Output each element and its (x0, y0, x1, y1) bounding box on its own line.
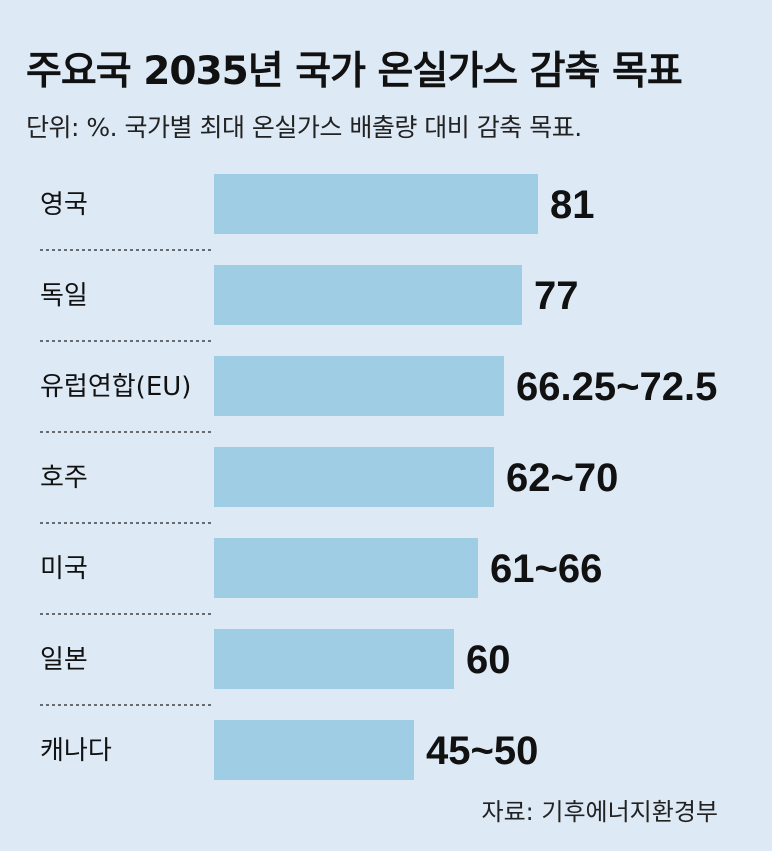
value-label: 66.25~72.5 (516, 365, 717, 409)
category-label: 캐나다 (40, 736, 112, 766)
bar (214, 447, 494, 507)
value-label: 62~70 (506, 456, 618, 500)
bar (214, 265, 522, 325)
chart-title: 주요국 2035년 국가 온실가스 감축 목표 (26, 49, 683, 94)
value-label: 77 (534, 274, 579, 318)
category-label: 미국 (40, 554, 88, 584)
value-label: 81 (550, 183, 595, 227)
value-label: 61~66 (490, 547, 602, 591)
bar (214, 356, 504, 416)
value-label: 45~50 (426, 729, 538, 773)
category-label: 유럽연합(EU) (40, 372, 191, 402)
category-label: 독일 (40, 281, 88, 311)
bar (214, 174, 538, 234)
chart-subtitle: 단위: %. 국가별 최대 온실가스 배출량 대비 감축 목표. (26, 113, 582, 142)
value-label: 60 (466, 638, 511, 682)
bar (214, 629, 454, 689)
bar (214, 720, 414, 780)
category-label: 일본 (40, 645, 88, 675)
source-note: 자료: 기후에너지환경부 (481, 798, 718, 826)
category-label: 호주 (40, 463, 88, 493)
category-label: 영국 (40, 190, 88, 220)
bar (214, 538, 478, 598)
